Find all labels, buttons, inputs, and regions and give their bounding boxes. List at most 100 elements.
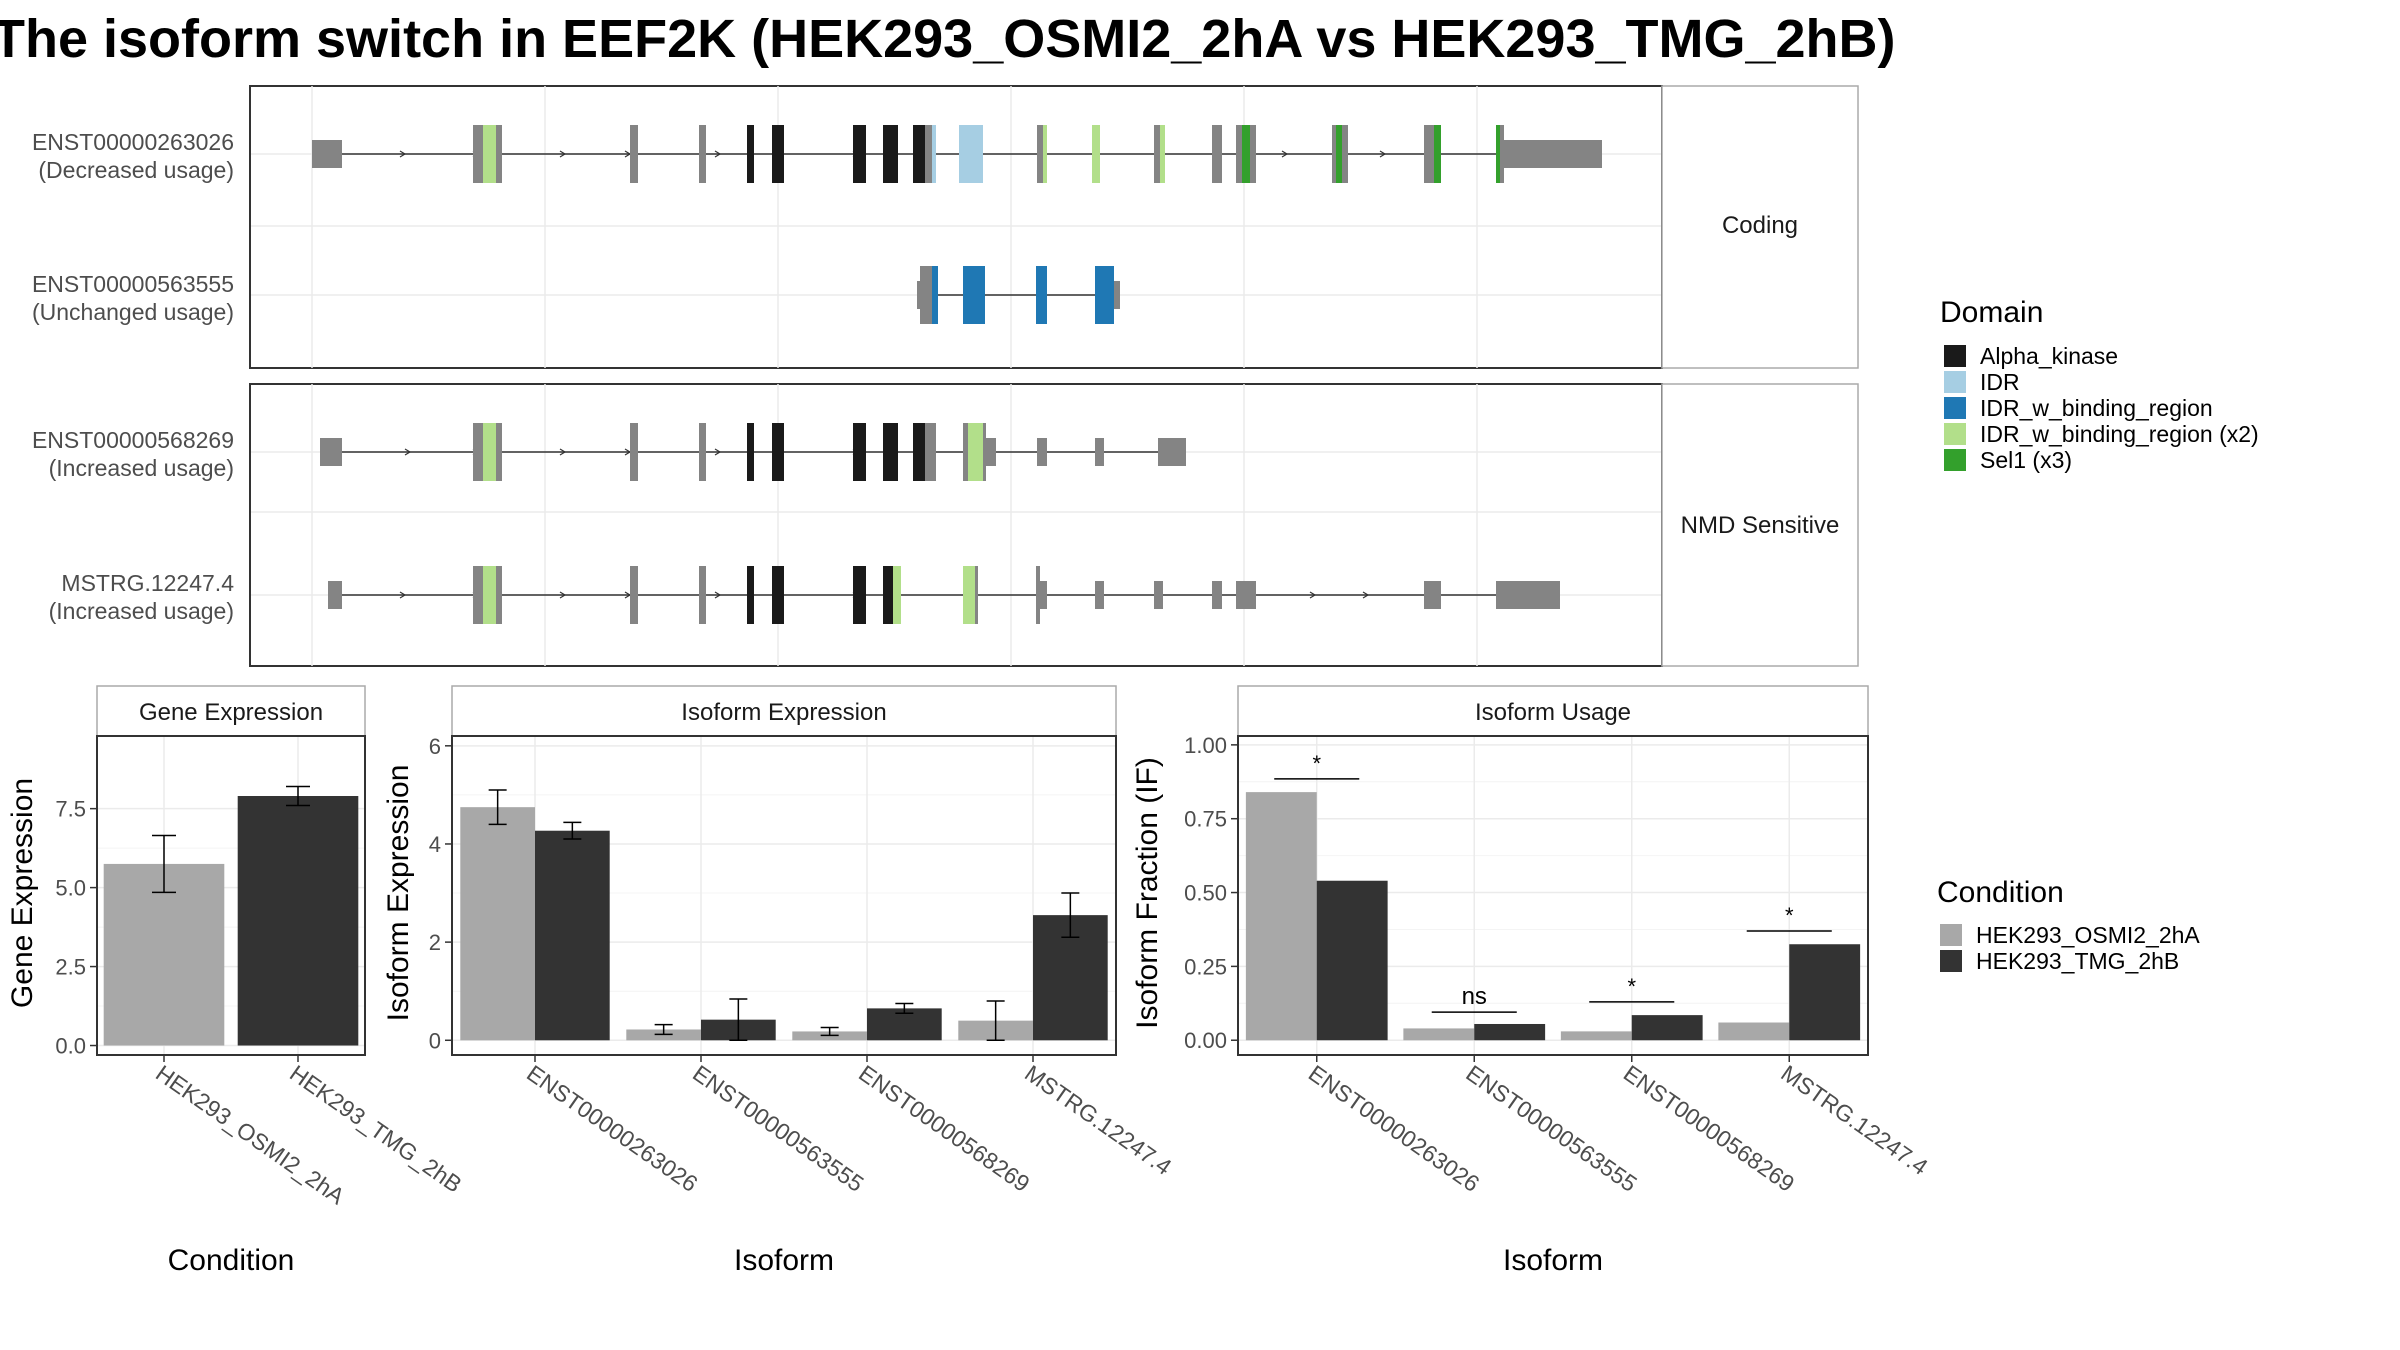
panel-border [96, 735, 366, 1056]
y-tick-label: 2 [429, 930, 441, 955]
exon-block [1037, 125, 1043, 183]
legend-label: HEK293_OSMI2_2hA [1976, 922, 2200, 948]
legend-key [1940, 950, 1962, 972]
x-axis-title: Isoform [1503, 1244, 1603, 1277]
bar [460, 807, 535, 1041]
exon-block [1434, 125, 1441, 183]
exon-block [1095, 266, 1114, 324]
exon-block [1212, 125, 1222, 183]
legend-label: IDR_w_binding_region (x2) [1980, 421, 2259, 447]
exon-block [925, 125, 932, 183]
exon-block [959, 125, 983, 183]
strand-arrow [404, 448, 412, 456]
exon-block [1424, 581, 1441, 609]
exon-block [772, 566, 784, 624]
exon-block [1250, 125, 1256, 183]
y-tick-label: 0.25 [1184, 954, 1227, 979]
exon-block [1236, 581, 1256, 609]
legend-label: IDR [1980, 369, 2020, 395]
strand-arrow [1379, 150, 1387, 158]
x-axis-title: Isoform [734, 1244, 834, 1277]
bar [1789, 944, 1861, 1041]
significance-label: * [1627, 974, 1636, 999]
exon-block [496, 125, 502, 183]
transcript-usage-label: (Decreased usage) [38, 157, 234, 183]
exon-block [1504, 140, 1602, 168]
bar [1316, 880, 1388, 1041]
exon-block [963, 566, 975, 624]
exon-block [975, 566, 978, 624]
bar [1474, 1023, 1546, 1041]
condition-legend: Condition HEK293_OSMI2_2hA HEK293_TMG_2h… [1937, 876, 2200, 974]
facet-label-nmd: NMD Sensitive [1681, 512, 1840, 539]
exon-block [1342, 125, 1348, 183]
strand-arrow [559, 448, 567, 456]
exon-block [853, 423, 866, 481]
exon-block [1036, 566, 1040, 624]
exon-block [983, 423, 986, 481]
exon-block [473, 125, 483, 183]
x-tick-label: ENST00000263026 [522, 1060, 702, 1197]
x-tick-label: ENST00000568269 [854, 1060, 1034, 1197]
facet-box-coding [249, 85, 1663, 369]
strip-header [1237, 685, 1869, 737]
legend-label: HEK293_TMG_2hB [1976, 948, 2179, 974]
exon-block [913, 423, 925, 481]
y-tick-label: 0.50 [1184, 881, 1227, 906]
exon-block [963, 266, 985, 324]
bar [1560, 1031, 1632, 1041]
panel-title: Isoform Expression [681, 699, 886, 726]
strand-arrow [714, 448, 722, 456]
exon-block [747, 125, 754, 183]
exon-block [1332, 125, 1336, 183]
exon-block [1154, 581, 1163, 609]
isoform-usage-marks: * ns * * 0.00 0.25 0.50 0.75 1.00 ENST00000263026… [1184, 733, 1933, 1197]
exon-block [328, 581, 342, 609]
strand-arrow [714, 591, 722, 599]
x-tick-label: ENST00000563555 [1461, 1060, 1641, 1197]
exon-block [1095, 581, 1104, 609]
facet-strip-coding [1661, 85, 1859, 369]
y-tick-label: 4 [429, 832, 441, 857]
exon-block [747, 566, 754, 624]
y-axis-title: Gene Expression [6, 778, 39, 1008]
significance-label: ns [1462, 983, 1487, 1010]
exon-track-layer [251, 86, 1661, 666]
exon-block [853, 566, 866, 624]
exon-block [496, 566, 502, 624]
strand-arrow [399, 150, 407, 158]
domain-legend: Domain Alpha_kinase IDR IDR_w_binding_re… [1940, 296, 2259, 473]
legend-label: IDR_w_binding_region [1980, 395, 2213, 421]
exon-block [925, 423, 936, 481]
x-tick-label: MSTRG.12247.4 [1020, 1060, 1176, 1180]
facet-box-nmd [249, 383, 1663, 667]
x-tick-label: ENST00000568269 [1619, 1060, 1799, 1197]
exon-block [772, 423, 784, 481]
x-tick-label: ENST00000263026 [1304, 1060, 1484, 1197]
exon-block [772, 125, 784, 183]
strand-arrow [1281, 150, 1289, 158]
exon-block [1236, 125, 1242, 183]
exon-block [963, 423, 968, 481]
y-tick-label: 5.0 [55, 876, 86, 901]
exon-block [1496, 125, 1500, 183]
bar [1718, 1022, 1790, 1041]
transcript-usage-label: (Unchanged usage) [32, 299, 234, 325]
panel-border [1237, 735, 1869, 1056]
bar [1631, 1015, 1703, 1041]
figure-title: The isoform switch in EEF2K (HEK293_OSMI… [0, 9, 1896, 69]
isoform-expression-chart: Isoform Expression Isoform Isoform Expre… [382, 685, 1177, 1277]
legend-key [1944, 449, 1966, 471]
legend-key [1944, 345, 1966, 367]
transcript-id-label: MSTRG.12247.4 [61, 570, 234, 596]
exon-block [932, 125, 936, 183]
exon-block [1336, 125, 1342, 183]
exon-block [483, 125, 496, 183]
exon-block [699, 566, 706, 624]
exon-block [920, 266, 932, 324]
significance-label: * [1785, 903, 1794, 928]
strand-arrow [1309, 591, 1317, 599]
strip-header [451, 685, 1117, 737]
y-axis-title: Isoform Expression [382, 765, 415, 1022]
